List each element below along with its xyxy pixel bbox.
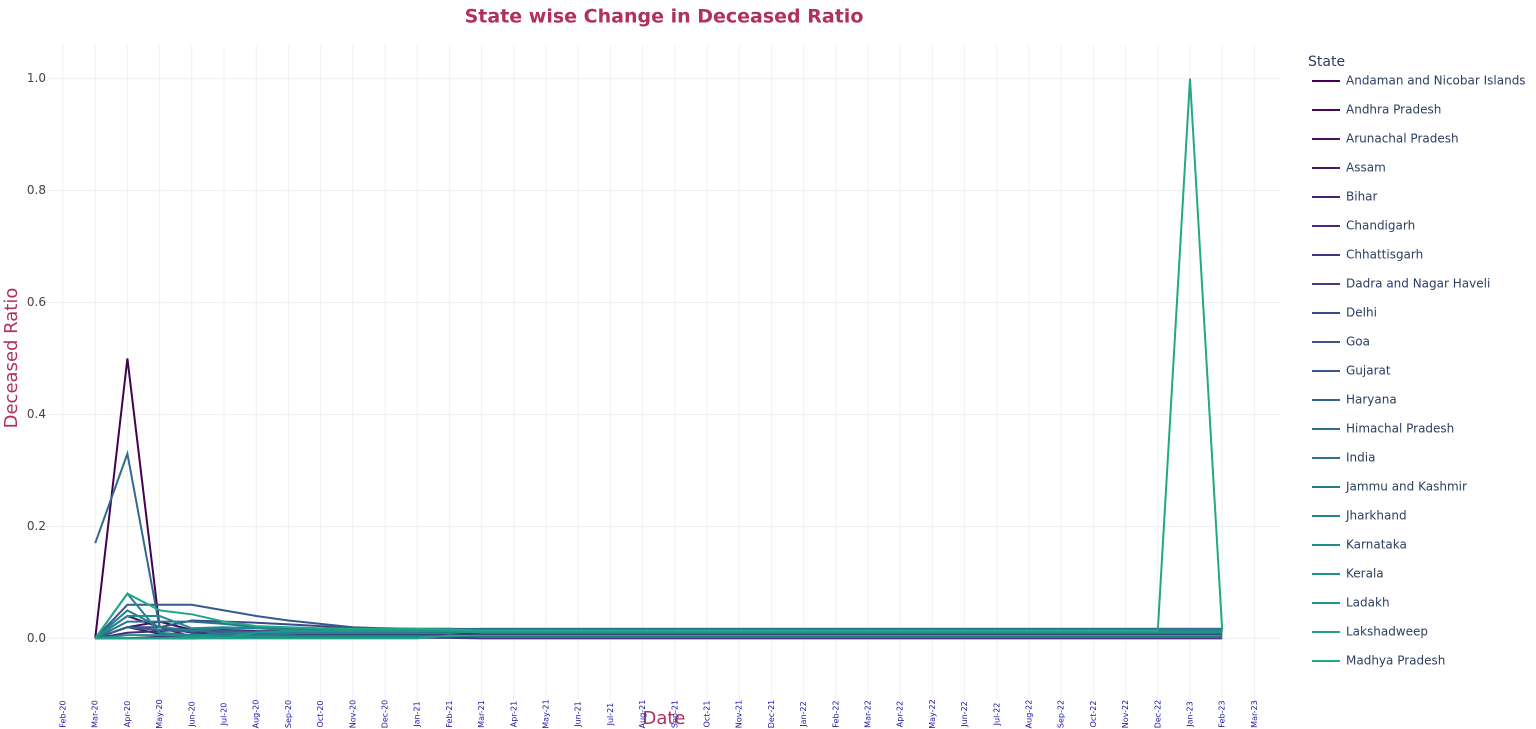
chart-title: State wise Change in Deceased Ratio — [465, 6, 864, 28]
x-tick-label: Oct-21 — [703, 701, 712, 728]
x-tick-label: Jul-22 — [992, 703, 1001, 727]
x-tick-label: Dec-22 — [1153, 700, 1162, 729]
data-line — [94, 78, 1224, 639]
y-tick-label: 0.2 — [27, 519, 46, 533]
data-line — [95, 630, 1223, 640]
x-tick-label: Aug-20 — [252, 700, 261, 729]
legend-label: Andhra Pradesh — [1346, 103, 1441, 117]
x-tick-label: Nov-21 — [735, 700, 744, 728]
x-tick-label: Oct-22 — [1089, 701, 1098, 728]
y-axis-title: Deceased Ratio — [1, 288, 22, 429]
x-tick-label: Dec-21 — [767, 700, 776, 729]
legend-label: Kerala — [1346, 567, 1384, 581]
x-axis-title: Date — [642, 708, 685, 729]
legend-label: Delhi — [1346, 306, 1377, 320]
legend-label: Arunachal Pradesh — [1346, 132, 1459, 146]
x-tick-label: Jan-22 — [799, 701, 808, 727]
x-tick-label: Jan-21 — [413, 701, 422, 727]
x-tick-label: Sep-22 — [1057, 700, 1066, 728]
data-line — [94, 358, 1223, 639]
x-tick-label: Jan-23 — [1186, 701, 1195, 727]
x-tick-label: Mar-23 — [1250, 700, 1259, 728]
legend-label: Karnataka — [1346, 538, 1407, 552]
legend-label: Bihar — [1346, 190, 1378, 204]
legend-label: Chandigarh — [1346, 219, 1415, 233]
data-line — [95, 634, 1223, 640]
legend-label: Dadra and Nagar Haveli — [1346, 277, 1490, 291]
y-tick-label: 0.0 — [27, 631, 46, 645]
x-tick-label: Jul-21 — [606, 703, 615, 727]
x-tick-label: Feb-20 — [59, 700, 68, 727]
x-tick-label: Oct-20 — [316, 701, 325, 728]
x-tick-label: Nov-20 — [348, 700, 357, 728]
x-tick-label: Feb-23 — [1218, 700, 1227, 727]
x-tick-label: Apr-22 — [896, 701, 905, 727]
legend-label: Ladakh — [1346, 596, 1390, 610]
y-tick-label: 0.8 — [27, 183, 46, 197]
x-tick-label: Mar-21 — [477, 700, 486, 728]
x-tick-label: Jun-22 — [960, 701, 969, 728]
data-line — [94, 449, 1223, 637]
x-tick-label: Aug-22 — [1025, 700, 1034, 729]
x-tick-label: Jun-21 — [574, 701, 583, 728]
legend-label: Jharkhand — [1345, 509, 1407, 523]
x-tick-label: Feb-22 — [831, 700, 840, 727]
x-tick-label: Jun-20 — [187, 701, 196, 728]
y-tick-label: 1.0 — [27, 71, 46, 85]
legend-label: Gujarat — [1346, 364, 1391, 378]
legend-label: Chhattisgarh — [1346, 248, 1423, 262]
x-tick-label: May-21 — [542, 699, 551, 728]
legend-label: Madhya Pradesh — [1346, 654, 1445, 668]
x-tick-label: Feb-21 — [445, 700, 454, 727]
x-tick-label: Sep-20 — [284, 700, 293, 728]
x-tick-label: Jul-20 — [220, 703, 229, 727]
x-tick-label: May-20 — [155, 699, 164, 728]
y-tick-label: 0.4 — [27, 407, 46, 421]
legend-label: Haryana — [1346, 393, 1397, 407]
y-tick-label: 0.6 — [27, 295, 46, 309]
legend-label: Lakshadweep — [1346, 625, 1428, 639]
x-tick-label: Mar-20 — [91, 700, 100, 728]
x-tick-label: Apr-21 — [509, 701, 518, 727]
x-tick-label: Mar-22 — [864, 700, 873, 728]
x-tick-label: Aug-21 — [638, 700, 647, 729]
legend-label: Assam — [1346, 161, 1386, 175]
x-tick-label: Nov-22 — [1121, 700, 1130, 728]
x-tick-label: Apr-20 — [123, 701, 132, 727]
legend-label: Goa — [1346, 335, 1370, 349]
x-tick-label: Sep-21 — [670, 700, 679, 728]
legend-title: State — [1308, 54, 1345, 70]
x-tick-label: May-22 — [928, 699, 937, 728]
legend-label: Himachal Pradesh — [1346, 422, 1454, 436]
legend-label: Andaman and Nicobar Islands — [1346, 74, 1526, 88]
legend-label: India — [1346, 451, 1375, 465]
x-tick-label: Dec-20 — [381, 700, 390, 729]
legend-label: Jammu and Kashmir — [1345, 480, 1467, 494]
